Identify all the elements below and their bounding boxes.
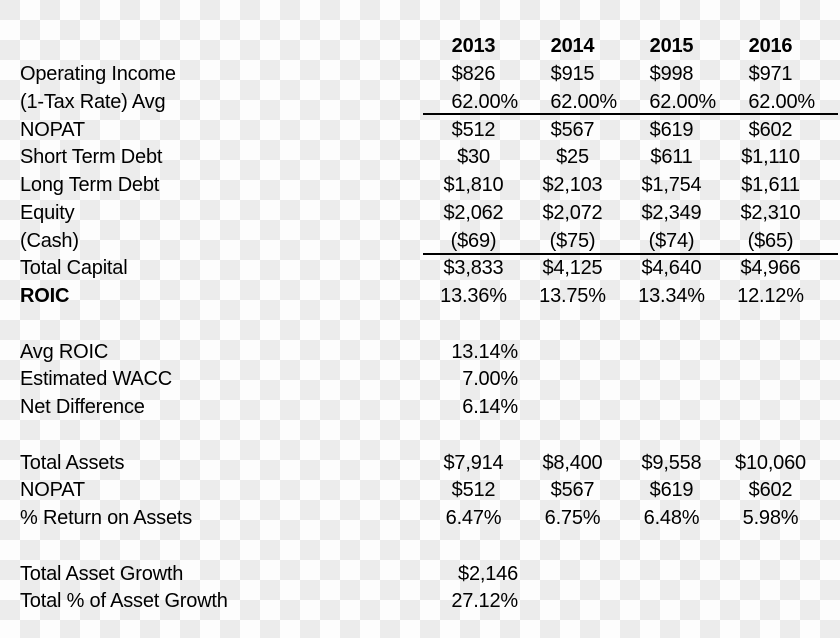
- row-label: NOPAT: [20, 118, 85, 141]
- cell-value: $4,640: [641, 257, 702, 280]
- cell-value: $9,558: [641, 451, 702, 474]
- cell-value: 13.14%: [451, 340, 518, 363]
- row-label: Total % of Asset Growth: [20, 590, 228, 613]
- table-row-total-assets: Total Assets $7,914 $8,400 $9,558 $10,06…: [0, 449, 840, 477]
- cell-value: ($75): [549, 229, 596, 252]
- table-row-nopat-2: NOPAT $512 $567 $619 $602: [0, 477, 840, 505]
- table-row-nopat: NOPAT $512 $567 $619 $602: [0, 116, 840, 144]
- cell-value: $619: [649, 479, 694, 502]
- cell-value: $512: [451, 479, 496, 502]
- table-row-long-term-debt: Long Term Debt $1,810 $2,103 $1,754 $1,6…: [0, 172, 840, 200]
- cell-value: 7.00%: [462, 368, 518, 391]
- sum-line-above-nopat: [423, 113, 838, 115]
- table-row-net-difference: Net Difference 6.14%: [0, 394, 840, 422]
- table-row-operating-income: Operating Income $826 $915 $998 $971: [0, 61, 840, 89]
- cell-value: $998: [649, 63, 694, 86]
- table-row-estimated-wacc: Estimated WACC 7.00%: [0, 366, 840, 394]
- table-row-avg-roic: Avg ROIC 13.14%: [0, 338, 840, 366]
- cell-value: 6.47%: [445, 507, 502, 530]
- cell-value: $1,611: [741, 174, 800, 197]
- cell-value: $1,810: [443, 174, 504, 197]
- table-row-return-on-assets: % Return on Assets 6.47% 6.75% 6.48% 5.9…: [0, 505, 840, 533]
- cell-value: ($65): [747, 229, 794, 252]
- cell-value: 13.75%: [539, 285, 606, 308]
- cell-value: ($74): [648, 229, 695, 252]
- table-header-row: 2013 2014 2015 2016: [0, 33, 840, 61]
- cell-value: $971: [748, 63, 793, 86]
- cell-value: $619: [649, 118, 694, 141]
- cell-value: $2,103: [542, 174, 603, 197]
- sum-line-above-total-capital: [423, 253, 838, 255]
- row-label: ROIC: [20, 285, 70, 308]
- cell-value: 27.12%: [451, 590, 518, 613]
- cell-value: 62.00%: [451, 90, 518, 113]
- row-label: Estimated WACC: [20, 368, 173, 391]
- cell-value: 13.34%: [638, 285, 705, 308]
- cell-value: 5.98%: [742, 507, 799, 530]
- row-label: Total Capital: [20, 257, 128, 280]
- cell-value: $10,060: [735, 451, 806, 474]
- row-label: % Return on Assets: [20, 507, 193, 530]
- row-label: Short Term Debt: [20, 146, 163, 169]
- cell-value: 6.14%: [462, 396, 518, 419]
- cell-value: 62.00%: [550, 90, 617, 113]
- row-label: (Cash): [20, 229, 79, 252]
- year-header-2016: 2016: [748, 35, 793, 58]
- cell-value: $3,833: [443, 257, 504, 280]
- spacer-row: [0, 422, 840, 450]
- year-header-2014: 2014: [550, 35, 595, 58]
- cell-value: 62.00%: [748, 90, 815, 113]
- cell-value: 6.48%: [643, 507, 700, 530]
- table-row-roic: ROIC 13.36% 13.75% 13.34% 12.12%: [0, 283, 840, 311]
- cell-value: 6.75%: [544, 507, 601, 530]
- cell-value: $602: [748, 118, 793, 141]
- year-header-2015: 2015: [649, 35, 694, 58]
- cell-value: $30: [457, 146, 490, 169]
- cell-value: 13.36%: [440, 285, 507, 308]
- cell-value: $7,914: [443, 451, 504, 474]
- cell-value: $602: [748, 479, 793, 502]
- table-row-cash: (Cash) ($69) ($75) ($74) ($65): [0, 227, 840, 255]
- cell-value: 12.12%: [737, 285, 804, 308]
- table-row-total-pct-asset-growth: Total % of Asset Growth 27.12%: [0, 588, 840, 616]
- row-label: Avg ROIC: [20, 340, 109, 363]
- year-header-2013: 2013: [451, 35, 496, 58]
- financial-table: 2013 2014 2015 2016 Operating Income $82…: [0, 33, 840, 616]
- spacer-row: [0, 311, 840, 339]
- row-label: Net Difference: [20, 396, 145, 419]
- cell-value: $567: [550, 479, 595, 502]
- table-row-short-term-debt: Short Term Debt $30 $25 $611 $1,110: [0, 144, 840, 172]
- cell-value: $915: [550, 63, 595, 86]
- cell-value: ($69): [450, 229, 497, 252]
- table-row-total-asset-growth: Total Asset Growth $2,146: [0, 560, 840, 588]
- cell-value: $567: [550, 118, 595, 141]
- cell-value: $4,125: [542, 257, 603, 280]
- row-label: Equity: [20, 201, 75, 224]
- cell-value: $512: [451, 118, 496, 141]
- cell-value: $25: [556, 146, 589, 169]
- spacer-row: [0, 533, 840, 561]
- cell-value: $1,110: [741, 146, 800, 169]
- row-label: Operating Income: [20, 63, 176, 86]
- cell-value: $826: [451, 63, 496, 86]
- cell-value: $2,349: [641, 201, 702, 224]
- row-label: NOPAT: [20, 479, 85, 502]
- row-label: Long Term Debt: [20, 174, 160, 197]
- table-row-tax-rate: (1-Tax Rate) Avg 62.00% 62.00% 62.00% 62…: [0, 89, 840, 117]
- cell-value: $2,146: [458, 562, 518, 585]
- cell-value: $1,754: [641, 174, 702, 197]
- cell-value: $4,966: [740, 257, 801, 280]
- cell-value: 62.00%: [649, 90, 716, 113]
- cell-value: $2,072: [542, 201, 603, 224]
- row-label: Total Assets: [20, 451, 125, 474]
- cell-value: $8,400: [542, 451, 603, 474]
- row-label: (1-Tax Rate) Avg: [20, 90, 166, 113]
- cell-value: $611: [650, 146, 693, 169]
- cell-value: $2,310: [740, 201, 801, 224]
- table-row-equity: Equity $2,062 $2,072 $2,349 $2,310: [0, 200, 840, 228]
- table-row-total-capital: Total Capital $3,833 $4,125 $4,640 $4,96…: [0, 255, 840, 283]
- cell-value: $2,062: [443, 201, 504, 224]
- row-label: Total Asset Growth: [20, 562, 184, 585]
